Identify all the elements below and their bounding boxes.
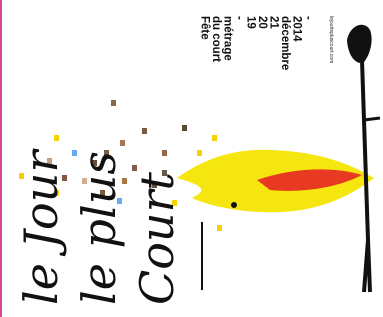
event-line: 20 xyxy=(256,16,268,70)
figure-arm xyxy=(364,118,380,120)
poster: Fête du court métrage - 19 20 21 décembr… xyxy=(0,0,383,317)
title-line: le plus xyxy=(70,151,128,305)
event-line: Fête xyxy=(198,16,210,70)
spark xyxy=(231,202,237,208)
event-line: métrage xyxy=(221,16,233,70)
event-line: - xyxy=(302,16,314,70)
title-line: Court xyxy=(128,151,186,305)
figure-head xyxy=(347,25,372,63)
url: lejourlepluscourt.com xyxy=(328,16,334,63)
event-line: du court xyxy=(210,16,222,70)
event-line: 19 xyxy=(244,16,256,70)
handwritten-title: le Jour le plus Court xyxy=(12,151,186,305)
title-line: le Jour xyxy=(12,151,70,305)
event-info: Fête du court métrage - 19 20 21 décembr… xyxy=(198,16,313,70)
event-line: - xyxy=(233,16,245,70)
event-line: 2014 xyxy=(290,16,302,70)
event-line: 21 xyxy=(267,16,279,70)
event-line: décembre xyxy=(279,16,291,70)
